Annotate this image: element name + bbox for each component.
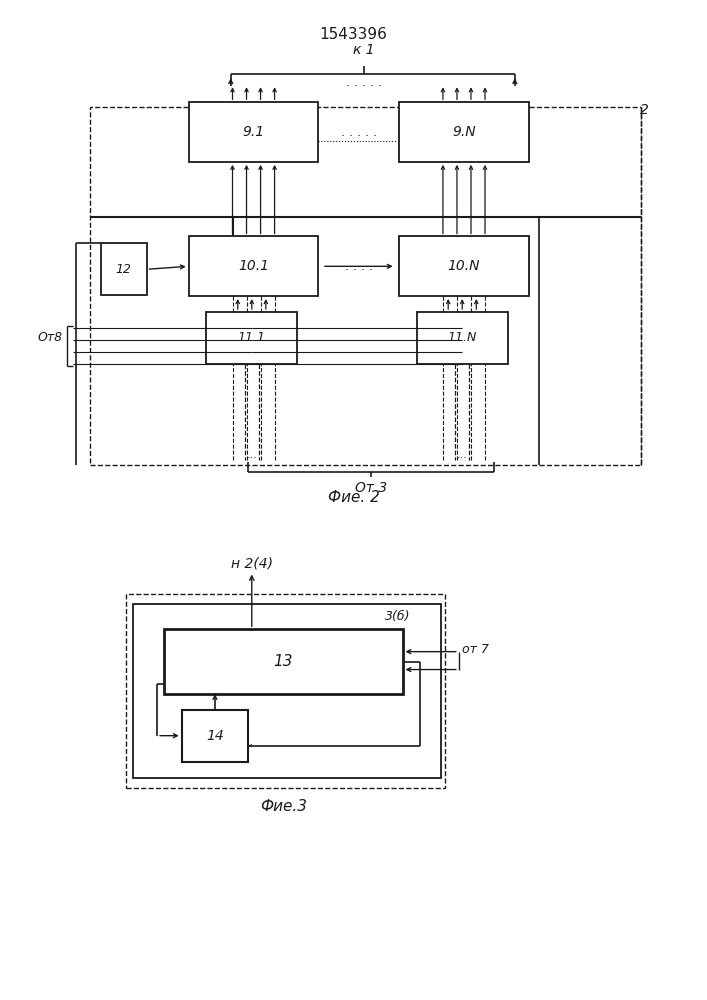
- Text: н 2(4): н 2(4): [230, 557, 273, 571]
- Bar: [90, 107, 641, 465]
- Text: 9.N: 9.N: [452, 125, 476, 139]
- Bar: [126, 594, 445, 788]
- Text: От8: От8: [37, 331, 62, 344]
- Bar: [399, 236, 529, 296]
- Bar: [132, 604, 441, 778]
- Bar: [189, 102, 318, 162]
- Text: 10.N: 10.N: [448, 259, 480, 273]
- Bar: [399, 102, 529, 162]
- Text: 12: 12: [116, 263, 132, 276]
- Text: к 1: к 1: [354, 43, 375, 57]
- Text: ...: ...: [457, 450, 467, 460]
- Text: 10.1: 10.1: [238, 259, 269, 273]
- Text: От 3: От 3: [355, 481, 387, 495]
- Text: Фие. 2: Фие. 2: [327, 490, 380, 505]
- Text: . . .: . . .: [347, 331, 367, 344]
- Bar: [182, 710, 248, 762]
- Text: . . . . .: . . . . .: [346, 76, 382, 89]
- Text: 9.1: 9.1: [243, 125, 264, 139]
- Bar: [101, 243, 146, 295]
- Bar: [164, 629, 402, 694]
- Text: Фие.3: Фие.3: [260, 799, 307, 814]
- Text: . . . .: . . . .: [345, 260, 373, 273]
- Bar: [189, 236, 318, 296]
- Bar: [206, 312, 298, 364]
- Text: 14: 14: [206, 729, 224, 743]
- Bar: [416, 312, 508, 364]
- Text: 13: 13: [274, 654, 293, 669]
- Text: . . . . .: . . . . .: [341, 126, 377, 139]
- Text: 1543396: 1543396: [320, 27, 387, 42]
- Text: 11.N: 11.N: [448, 331, 477, 344]
- Text: 11.1: 11.1: [238, 331, 266, 344]
- Text: ...: ...: [246, 450, 257, 460]
- Text: 2: 2: [640, 103, 649, 117]
- Text: 3(б): 3(б): [385, 610, 411, 623]
- Text: от 7: от 7: [462, 643, 489, 656]
